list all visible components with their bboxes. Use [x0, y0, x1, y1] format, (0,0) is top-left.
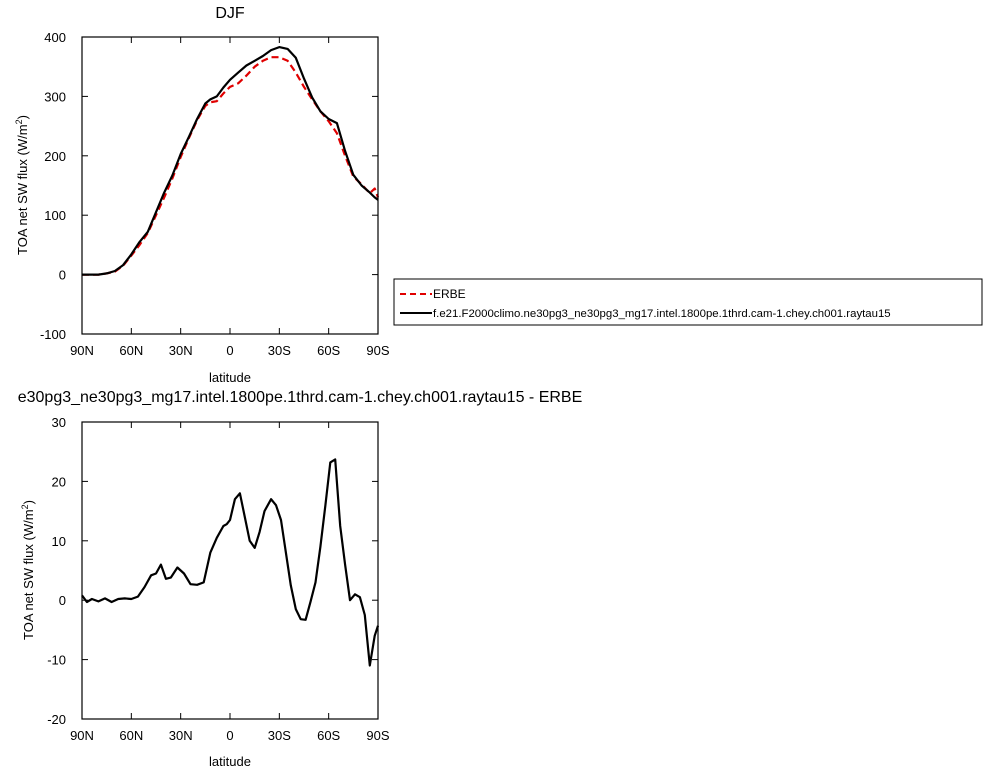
top-chart-y-axis-label-main: TOA net SW flux (W/m	[15, 124, 30, 255]
top-chart-panel: DJF 90N 60N 30N 0 30S 60S 90S -100 0 100 200 300 400…	[14, 5, 390, 385]
top-chart-x-tick-label: 60N	[119, 343, 143, 358]
bottom-chart-y-tick-label: -20	[47, 712, 66, 727]
legend-label-model: f.e21.F2000climo.ne30pg3_ne30pg3_mg17.in…	[433, 308, 891, 320]
top-chart-y-tick-label: 0	[59, 268, 66, 283]
top-chart-x-tick-label: 30N	[169, 343, 193, 358]
legend-box	[393, 278, 983, 326]
top-chart-series-group	[82, 46, 380, 276]
bottom-chart-ticks-group: 90N 60N 30N 0 30S 60S 90S -20 -10 0 10 20 30	[47, 415, 390, 743]
bottom-chart-y-tick-label: 0	[59, 593, 66, 608]
bottom-chart-y-axis-label: TOA net SW flux (W/m2)	[20, 500, 36, 640]
bottom-chart-y-axis-label-close: )	[21, 500, 36, 504]
bottom-chart-x-axis-label: latitude	[209, 754, 251, 769]
top-chart-x-axis-label: latitude	[209, 370, 251, 385]
bottom-chart-x-tick-label: 30S	[268, 728, 291, 743]
top-chart-legend: ERBE f.e21.F2000climo.ne30pg3_ne30pg3_mg…	[393, 278, 983, 326]
bottom-chart-y-tick-label: -10	[47, 653, 66, 668]
bottom-chart-x-tick-label: 90S	[366, 728, 389, 743]
bottom-chart-series-group	[81, 458, 380, 667]
bottom-chart-series-line-0	[81, 458, 380, 667]
top-chart-x-tick-label: 30S	[268, 343, 291, 358]
top-chart-series-line-0	[82, 56, 380, 276]
bottom-chart-y-axis-label-sup: 2	[20, 504, 30, 509]
bottom-chart-x-tick-label: 30N	[169, 728, 193, 743]
top-chart-x-tick-label: 90N	[70, 343, 94, 358]
legend-label-erbe: ERBE	[433, 287, 466, 301]
bottom-chart-y-axis-label-main: TOA net SW flux (W/m	[21, 509, 36, 640]
bottom-chart-title: e30pg3_ne30pg3_mg17.intel.1800pe.1thrd.c…	[18, 389, 583, 406]
bottom-chart-frame	[81, 421, 379, 720]
bottom-chart-x-tick-label: 60S	[317, 728, 340, 743]
bottom-chart-panel: e30pg3_ne30pg3_mg17.intel.1800pe.1thrd.c…	[18, 389, 583, 769]
top-chart-y-tick-label: 400	[44, 30, 66, 45]
top-chart-ticks-group: 90N 60N 30N 0 30S 60S 90S -100 0 100 200 300 400	[40, 30, 390, 358]
top-chart-y-tick-label: -100	[40, 327, 66, 342]
top-chart-x-tick-label: 90S	[366, 343, 389, 358]
top-chart-y-tick-label: 200	[44, 149, 66, 164]
top-chart-series-line-1	[82, 46, 379, 276]
top-chart-y-axis-label-sup: 2	[14, 119, 24, 124]
top-chart-frame	[81, 36, 379, 335]
top-chart-title: DJF	[215, 5, 245, 22]
top-chart-y-axis-label: TOA net SW flux (W/m2)	[14, 115, 30, 255]
bottom-chart-x-tick-label: 90N	[70, 728, 94, 743]
bottom-chart-y-tick-label: 30	[52, 415, 66, 430]
top-chart-x-tick-label: 60S	[317, 343, 340, 358]
bottom-chart-x-tick-label: 0	[226, 728, 233, 743]
top-chart-y-axis-label-close: )	[15, 115, 30, 119]
top-chart-y-tick-label: 300	[44, 89, 66, 104]
top-chart-x-tick-label: 0	[226, 343, 233, 358]
bottom-chart-x-tick-label: 60N	[119, 728, 143, 743]
bottom-chart-y-tick-label: 20	[52, 474, 66, 489]
top-chart-y-tick-label: 100	[44, 208, 66, 223]
bottom-chart-y-tick-label: 10	[52, 534, 66, 549]
